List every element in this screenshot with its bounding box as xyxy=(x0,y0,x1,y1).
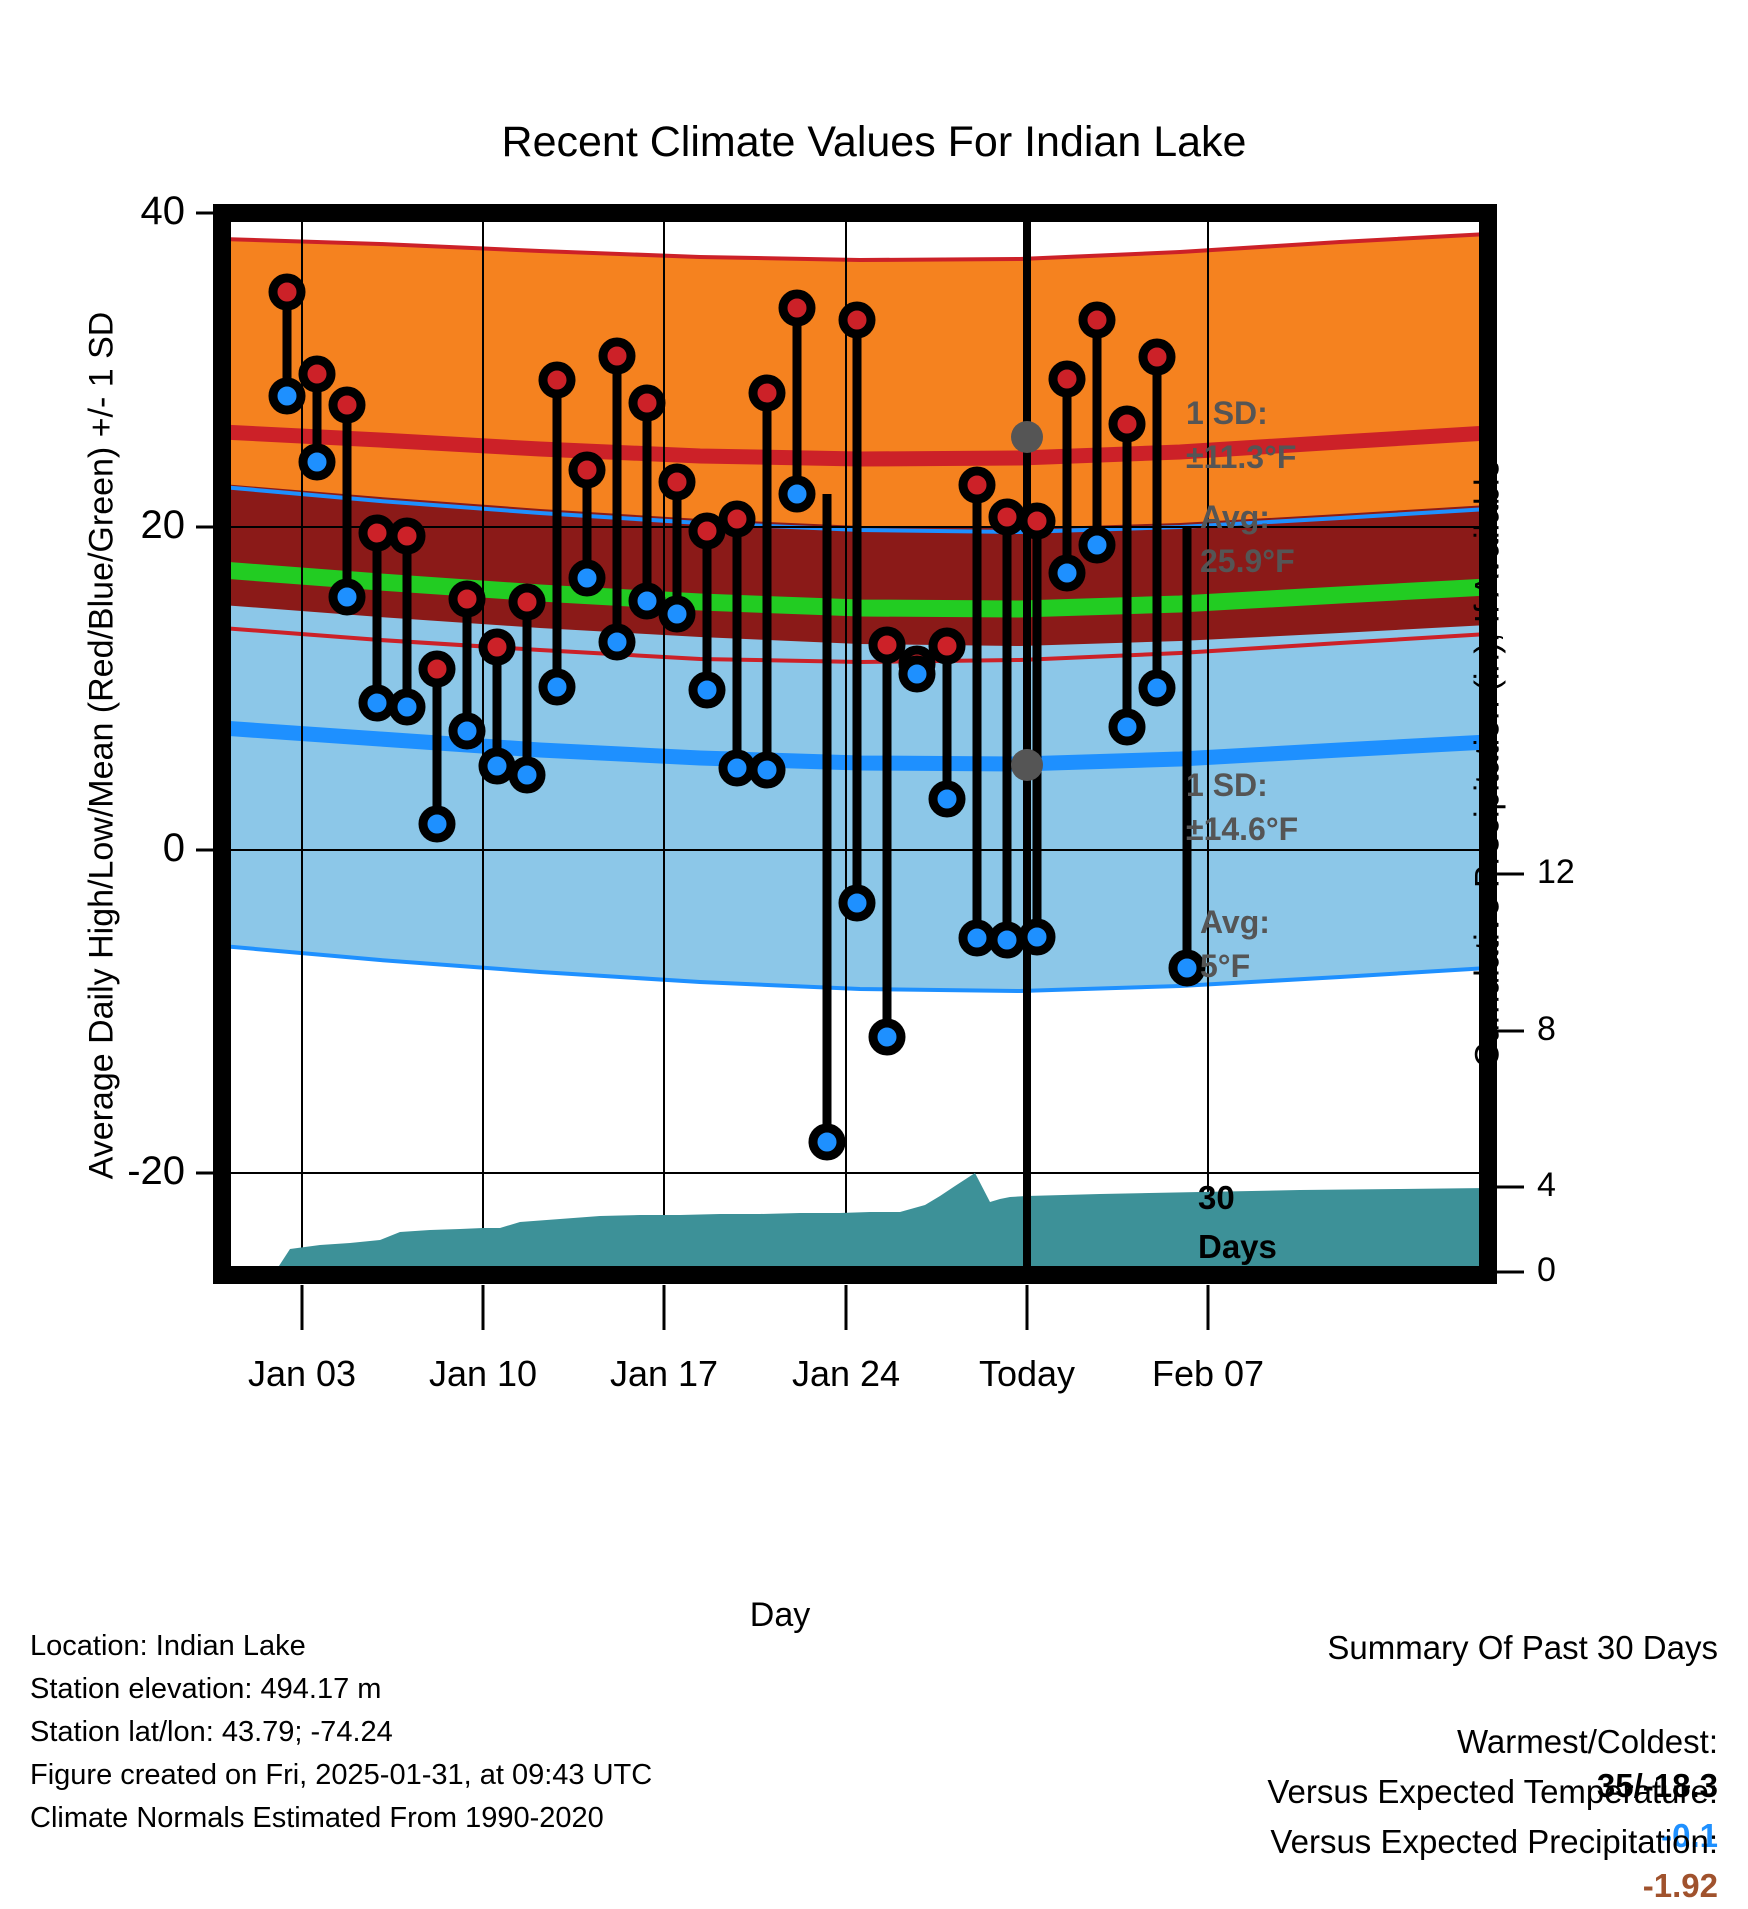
low-avg-label: Avg: xyxy=(1200,904,1270,940)
x-tick-1: Jan 10 xyxy=(428,1353,538,1394)
summary-label-temp-anomaly: Versus Expected Temperature: xyxy=(1267,1773,1718,1811)
observation-stems xyxy=(282,292,1192,1142)
low-sd-label: 1 SD: xyxy=(1186,767,1268,803)
y-tick-left-2: 0 xyxy=(162,826,185,870)
summary-value-warmest-coldest: 35/-18.3 xyxy=(1596,1767,1718,1805)
summary-label-precip-anomaly: Versus Expected Precipitation: xyxy=(1270,1823,1718,1861)
bottom-axis-ticks xyxy=(300,1285,1210,1330)
y-axis-right-label: Cumulative Precipitation (in), If Availa… xyxy=(1468,459,1507,1068)
high-avg-value: 25.9°F xyxy=(1200,543,1295,579)
high-sd-label: 1 SD: xyxy=(1186,395,1268,431)
summary-row-warmest-coldest: Warmest/Coldest: 35/-18.3 xyxy=(640,1676,1718,1809)
window-days-count: 30 xyxy=(1198,1179,1235,1216)
footer-created: Figure created on Fri, 2025-01-31, at 09… xyxy=(30,1759,653,1791)
x-tick-4: Today xyxy=(978,1353,1076,1394)
summary-value-precip-anomaly: -1.92 xyxy=(1642,1867,1718,1905)
low-avg-value: 5°F xyxy=(1200,948,1251,984)
x-tick-0: Jan 03 xyxy=(247,1353,357,1394)
x-tick-5: Feb 07 xyxy=(1151,1353,1265,1394)
footer-latlon: Station lat/lon: 43.79; -74.24 xyxy=(30,1716,393,1748)
x-tick-2: Jan 17 xyxy=(609,1353,719,1394)
low-lower-edge xyxy=(222,944,1488,994)
plot-frame xyxy=(213,204,1497,1284)
high-upper-edge xyxy=(222,232,1488,263)
summary-row-precip-anomaly: Versus Expected Precipitation: -1.92 xyxy=(640,1776,1718,1909)
y-tick-right-2: 4 xyxy=(1537,1166,1556,1204)
daily-low-markers xyxy=(268,377,1206,1161)
left-axis-ticks xyxy=(196,211,213,1175)
y-tick-right-1: 8 xyxy=(1537,1010,1556,1048)
footer-elevation: Station elevation: 494.17 m xyxy=(30,1673,382,1705)
high-avg-label: Avg: xyxy=(1200,499,1270,535)
low-sd-value: ±14.6°F xyxy=(1186,811,1299,847)
y-tick-right-3: 0 xyxy=(1537,1251,1556,1289)
today-high-avg-marker xyxy=(1011,421,1043,453)
x-tick-3: Jan 24 xyxy=(791,1353,901,1394)
cumulative-precip-area xyxy=(277,1173,1488,1275)
summary-label-warmest-coldest: Warmest/Coldest: xyxy=(1456,1723,1718,1761)
footer-location: Location: Indian Lake xyxy=(30,1630,306,1662)
right-axis-ticks xyxy=(1497,872,1524,1274)
y-tick-left-1: 20 xyxy=(140,503,186,547)
summary-heading: Summary Of Past 30 Days xyxy=(1327,1629,1718,1666)
today-low-avg-marker xyxy=(1011,749,1043,781)
climate-chart-figure xyxy=(196,204,1524,1330)
x-axis-label: Day xyxy=(749,1596,811,1634)
y-tick-right-0: 12 xyxy=(1537,853,1575,891)
summary-row-temp-anomaly: Versus Expected Temperature: -0.1 xyxy=(640,1726,1718,1859)
window-days-unit: Days xyxy=(1198,1228,1277,1265)
high-sd-value: ±11.3°F xyxy=(1186,439,1297,475)
y-axis-left-label: Average Daily High/Low/Mean (Red/Blue/Gr… xyxy=(82,311,121,1180)
footer-normals: Climate Normals Estimated From 1990-2020 xyxy=(30,1802,604,1834)
y-tick-left-3: -20 xyxy=(127,1149,185,1193)
y-tick-left-0: 40 xyxy=(140,189,186,233)
page-title: Recent Climate Values For Indian Lake xyxy=(501,118,1247,166)
plot-content xyxy=(222,213,1488,1275)
